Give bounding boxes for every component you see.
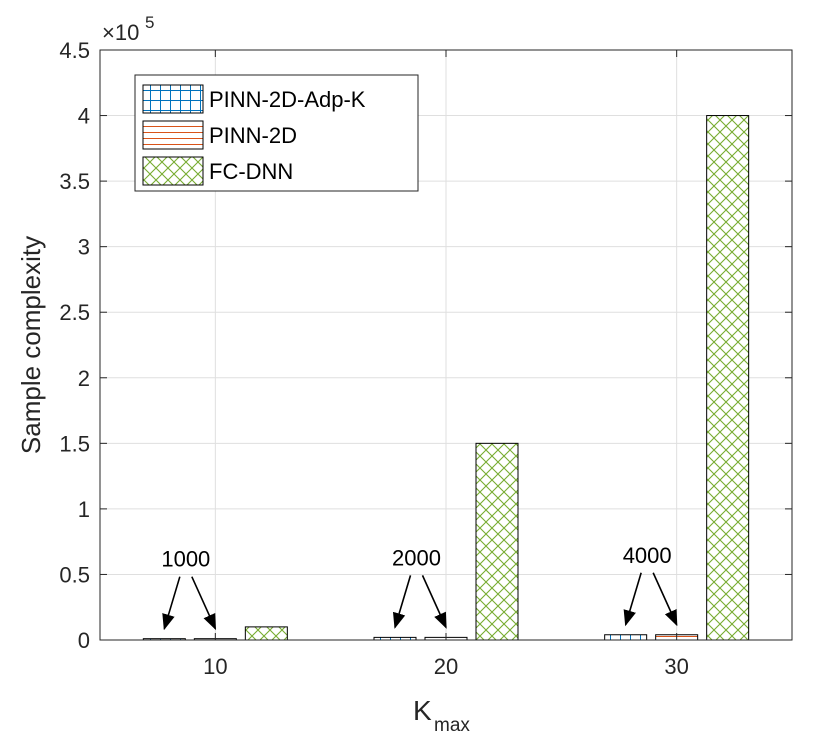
legend-swatch (142, 156, 204, 186)
y-tick-label: 4.5 (59, 38, 90, 63)
bar-fc-dnn (475, 442, 519, 641)
y-tick-label: 2 (78, 366, 90, 391)
y-tick-label: 4 (78, 104, 90, 129)
y-tick-label: 1.5 (59, 431, 90, 456)
legend-label: FC-DNN (209, 159, 293, 184)
axis-ticks: 0 0.5 1 1.5 2 2.5 3 3.5 4 4.5 10 20 30 (59, 38, 792, 679)
x-tick-label: 10 (203, 654, 227, 679)
y-axis-label: Sample complexity (16, 236, 46, 454)
x-axis-label: K max (413, 695, 470, 736)
x-axis-label-subscript: max (434, 715, 470, 736)
exponent-power: 5 (145, 13, 154, 32)
annotation-label: 4000 (623, 543, 672, 568)
annotation-label: 2000 (392, 545, 441, 570)
legend: PINN-2D-Adp-K PINN-2D FC-DNN (134, 74, 419, 192)
y-tick-label: 2.5 (59, 300, 90, 325)
y-tick-label: 1 (78, 497, 90, 522)
x-axis-label-main: K (413, 695, 432, 726)
y-tick-label: 0.5 (59, 562, 90, 587)
x-tick-label: 20 (434, 654, 458, 679)
annotation-label: 1000 (161, 547, 210, 572)
legend-label: PINN-2D-Adp-K (209, 87, 366, 112)
legend-swatch (142, 84, 204, 114)
annotation-arrow (652, 572, 678, 627)
x-tick-label: 30 (664, 654, 688, 679)
legend-label: PINN-2D (209, 123, 297, 148)
annotations: 1000 2000 4000 (161, 543, 678, 631)
y-tick-label: 3 (78, 235, 90, 260)
annotation-arrow (392, 575, 412, 629)
exponent-base: ×10 (102, 20, 139, 45)
annotation-arrow (191, 576, 217, 631)
annotation-arrow (421, 575, 447, 629)
bar-fc-dnn (706, 115, 750, 641)
y-tick-label: 3.5 (59, 169, 90, 194)
y-tick-label: 0 (78, 628, 90, 653)
bar-pinn-2d-adp-k (604, 634, 648, 641)
annotation-arrow (623, 572, 642, 627)
exponent-label: ×10 5 (102, 13, 154, 45)
bar-fc-dnn (244, 626, 288, 641)
legend-swatch (142, 120, 204, 150)
annotation-arrow (162, 576, 181, 631)
